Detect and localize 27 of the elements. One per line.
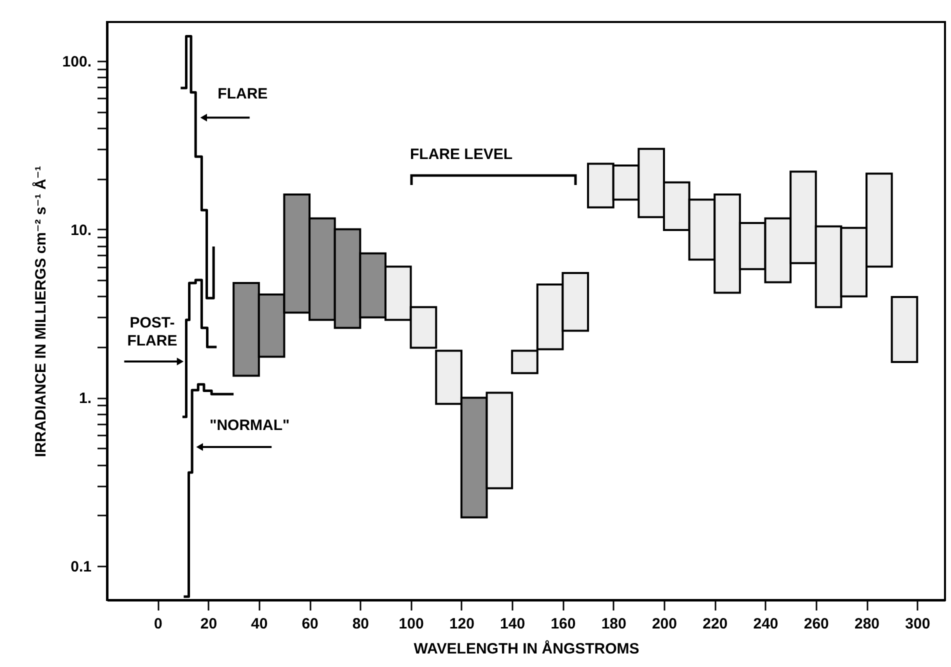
y-tick-label: 100. [62,53,92,70]
x-tick-label: 240 [753,616,778,632]
x-tick-label: 120 [449,616,474,632]
x-tick-label: 100 [398,616,424,632]
x-axis-title: WAVELENGTH IN ÅNGSTROMS [414,640,640,658]
y-tick-label: 0.1 [70,558,92,576]
annotation: "NORMAL" [210,417,290,434]
x-tick-label: 160 [550,616,576,632]
x-tick-label: 20 [200,616,218,632]
x-tick-label: 260 [804,616,829,632]
x-tick-label: 220 [702,616,728,632]
x-tick-label: 280 [854,616,880,632]
x-tick-label: 140 [500,616,526,632]
annotation: FLARE [218,86,268,103]
x-tick-label: 300 [905,616,930,632]
x-tick-label: 200 [652,616,677,632]
annotation: POST- FLARE [127,314,178,350]
y-axis-title: IRRADIANCE IN MILLIERGS cm⁻² s⁻¹ Å⁻¹ [31,166,50,458]
x-tick-label: 0 [154,616,162,632]
x-tick-label: 180 [601,616,626,632]
y-tick-label: 1. [78,390,92,408]
x-tick-label: 80 [352,616,370,632]
x-tick-label: 40 [251,616,268,632]
bar [890,296,918,363]
x-tick-label: 60 [302,616,318,632]
annotation: FLARE LEVEL [410,146,513,163]
y-tick-label: 10. [70,222,92,239]
